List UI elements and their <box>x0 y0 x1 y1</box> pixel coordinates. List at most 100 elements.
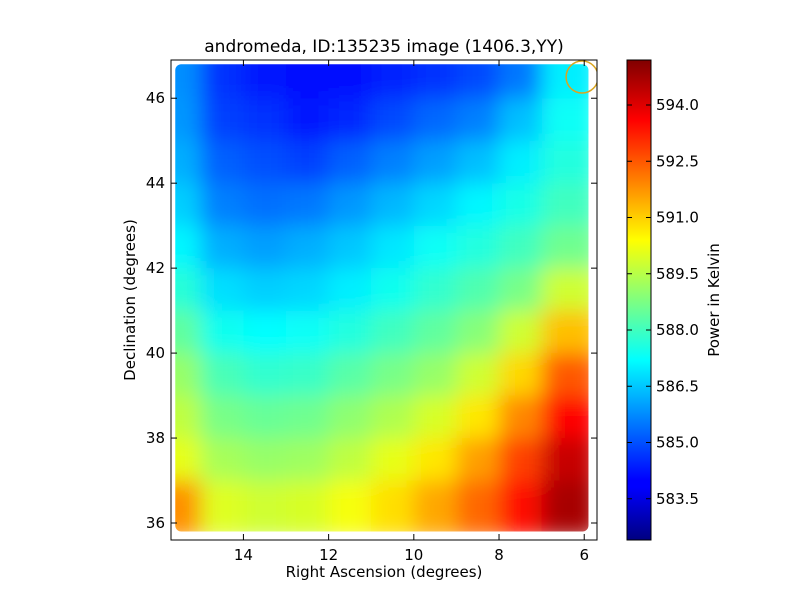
y-tick-label: 46 <box>146 89 165 107</box>
heatmap-cell <box>328 225 373 270</box>
x-tick-label: 8 <box>494 546 504 564</box>
heatmap-cell <box>371 310 415 355</box>
heatmap-cell <box>286 438 330 482</box>
heatmap-cell <box>499 310 543 355</box>
heatmap-cell <box>175 310 202 355</box>
heatmap-cell <box>328 183 373 227</box>
heatmap-cell <box>175 438 202 482</box>
heatmap-cell <box>413 183 458 227</box>
heatmap-cell <box>286 395 330 440</box>
heatmap-cell <box>371 140 415 185</box>
colorbar-tick-label: 583.5 <box>656 490 699 508</box>
heatmap-cell <box>413 395 458 440</box>
heatmap-cell <box>499 98 543 142</box>
heatmap-cell <box>541 140 589 185</box>
heatmap-cell <box>413 64 458 100</box>
heatmap-cell <box>328 395 373 440</box>
heatmap-cell <box>175 395 202 440</box>
heatmap-cell <box>328 64 373 100</box>
heatmap-cell <box>243 353 288 397</box>
colorbar-label: Power in Kelvin <box>705 243 723 357</box>
heatmap-cell <box>175 353 202 397</box>
y-axis-label: Declination (degrees) <box>121 219 139 381</box>
colorbar-tick-label: 589.5 <box>656 265 699 283</box>
heatmap-cell <box>541 395 589 440</box>
x-tick-label: 10 <box>404 546 423 564</box>
heatmap-cell <box>200 64 245 100</box>
heatmap-cell <box>286 268 330 312</box>
heatmap-cell <box>456 480 501 532</box>
colorbar-tick-label: 588.0 <box>656 321 699 339</box>
heatmap-cell <box>413 140 458 185</box>
heatmap-cell <box>499 480 543 532</box>
heatmap-cell <box>499 225 543 270</box>
heatmap-cell <box>413 268 458 312</box>
heatmap-cell <box>243 183 288 227</box>
heatmap-cell <box>541 98 589 142</box>
heatmap-cell <box>200 438 245 482</box>
heatmap-cell <box>456 310 501 355</box>
heatmap-cell <box>371 183 415 227</box>
heatmap-cell <box>499 268 543 312</box>
heatmap-cell <box>175 140 202 185</box>
heatmap-cell <box>243 268 288 312</box>
heatmap-cell <box>456 140 501 185</box>
y-axis-ticks: 36 38 40 42 44 46 <box>146 89 597 532</box>
heatmap-cell <box>371 225 415 270</box>
beam-circle-annotation <box>565 60 597 94</box>
heatmap-cell <box>541 310 589 355</box>
heatmap-cell <box>200 353 245 397</box>
heatmap-cell <box>175 225 202 270</box>
heatmap-cell <box>456 438 501 482</box>
colorbar-gradient <box>626 59 652 541</box>
heatmap-cell <box>286 480 330 532</box>
heatmap-cell <box>499 183 543 227</box>
heatmap-cell <box>175 268 202 312</box>
heatmap-cell <box>328 438 373 482</box>
heatmap-cell <box>243 395 288 440</box>
heatmap-cell <box>200 183 245 227</box>
x-tick-label: 6 <box>579 546 589 564</box>
heatmap-cell <box>200 225 245 270</box>
heatmap-cell <box>541 183 589 227</box>
colorbar: 583.5 585.0 586.5 588.0 589.5 591.0 592.5 594.0… <box>626 59 723 541</box>
heatmap-cell <box>243 225 288 270</box>
heatmap-cell <box>541 353 589 397</box>
heatmap-cell <box>175 98 202 142</box>
heatmap-cell <box>328 353 373 397</box>
x-axis-ticks: 14 12 10 8 6 <box>234 60 589 564</box>
heatmap-cell <box>371 395 415 440</box>
heatmap-cell <box>175 480 202 532</box>
y-tick-label: 38 <box>146 429 165 447</box>
heatmap-cell <box>371 438 415 482</box>
x-axis-label: Right Ascension (degrees) <box>286 563 483 581</box>
heatmap-cell <box>286 140 330 185</box>
heatmap-cell <box>286 183 330 227</box>
plot-area <box>171 60 597 540</box>
heatmap-cell <box>175 183 202 227</box>
heatmap-cell <box>541 268 589 312</box>
heatmap-cell <box>243 140 288 185</box>
colorbar-tick-label: 586.5 <box>656 377 699 395</box>
heatmap-cell <box>413 480 458 532</box>
heatmap-cell <box>413 225 458 270</box>
heatmap-cell <box>499 64 543 100</box>
y-tick-label: 44 <box>146 174 165 192</box>
heatmap-cell <box>499 353 543 397</box>
heatmap-cell <box>456 268 501 312</box>
colorbar-ticks: 583.5 585.0 586.5 588.0 589.5 591.0 592.5 594.0 <box>627 96 699 508</box>
heatmap-cell <box>456 225 501 270</box>
heatmap-cell <box>328 310 373 355</box>
heatmap-cell <box>243 438 288 482</box>
colorbar-tick-label: 594.0 <box>656 96 699 114</box>
heatmap-cell <box>456 395 501 440</box>
heatmap-cell <box>371 268 415 312</box>
heatmap-cell <box>200 98 245 142</box>
heatmap-cell <box>286 353 330 397</box>
heatmap-cell <box>371 353 415 397</box>
heatmap-cell <box>175 64 202 100</box>
heatmap-cell <box>200 268 245 312</box>
heatmap-cell <box>286 225 330 270</box>
x-tick-label: 12 <box>319 546 338 564</box>
